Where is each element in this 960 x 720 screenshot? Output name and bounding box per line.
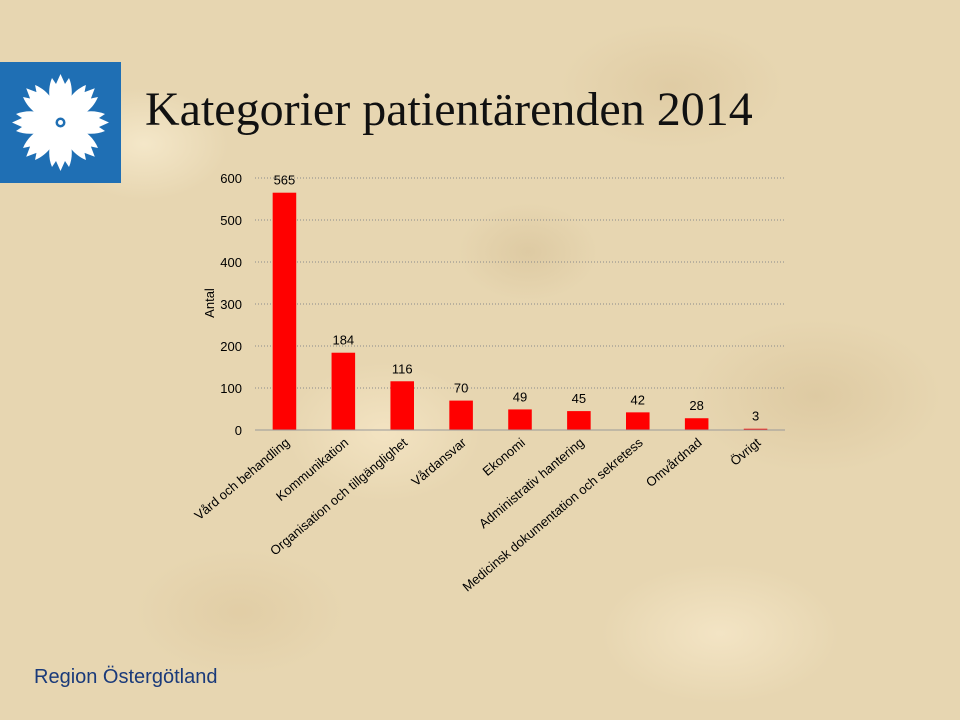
y-tick-label: 600: [220, 171, 242, 186]
bar: [684, 418, 709, 430]
logo-petal: [23, 85, 59, 121]
data-label: 3: [752, 409, 759, 424]
x-tick-label: Vård och behandling: [191, 435, 292, 523]
data-label: 70: [454, 381, 468, 396]
organization-name: Region Östergötland: [34, 666, 218, 688]
y-axis-ticks: 0 100 200 300 400 500 600: [220, 171, 242, 438]
bar: [743, 428, 768, 430]
cornflower-logo-icon: [12, 74, 109, 171]
x-tick-label: Ekonomi: [480, 435, 528, 479]
x-axis-ticks: Vård och behandlingKommunikationOrganisa…: [191, 434, 763, 594]
bar: [331, 352, 356, 430]
data-label: 42: [631, 392, 645, 407]
logo-petal: [62, 124, 98, 160]
bar: [272, 192, 297, 430]
data-label: 28: [689, 398, 703, 413]
logo-petal: [62, 85, 98, 121]
y-axis-label: Antal: [202, 288, 217, 318]
data-label: 49: [513, 389, 527, 404]
y-tick-label: 300: [220, 297, 242, 312]
data-label: 565: [274, 173, 296, 188]
bar: [390, 381, 414, 430]
data-label: 116: [392, 361, 413, 376]
y-tick-label: 500: [220, 213, 242, 228]
data-label: 184: [332, 333, 354, 348]
data-labels: 565 184 116 70 49 45 42 28 3: [274, 173, 760, 424]
x-tick-label: Omvårdnad: [643, 435, 705, 490]
y-tick-label: 400: [220, 255, 242, 270]
x-tick-label: Vårdansvar: [408, 434, 469, 489]
y-tick-label: 0: [235, 423, 242, 438]
page-title: Kategorier patientärenden 2014: [145, 83, 753, 136]
region-logo: [0, 62, 121, 183]
bar: [508, 409, 532, 430]
y-tick-label: 200: [220, 339, 242, 354]
data-label: 45: [572, 391, 586, 406]
y-tick-label: 100: [220, 381, 242, 396]
chart-grid: [255, 177, 785, 389]
x-tick-label: Övrigt: [727, 435, 763, 469]
bar: [567, 411, 591, 430]
chart-bars: [272, 192, 768, 430]
bar: [449, 400, 473, 430]
bar: [626, 412, 650, 430]
logo-petal: [23, 124, 59, 160]
x-tick-label: Administrativ hantering: [476, 435, 587, 531]
